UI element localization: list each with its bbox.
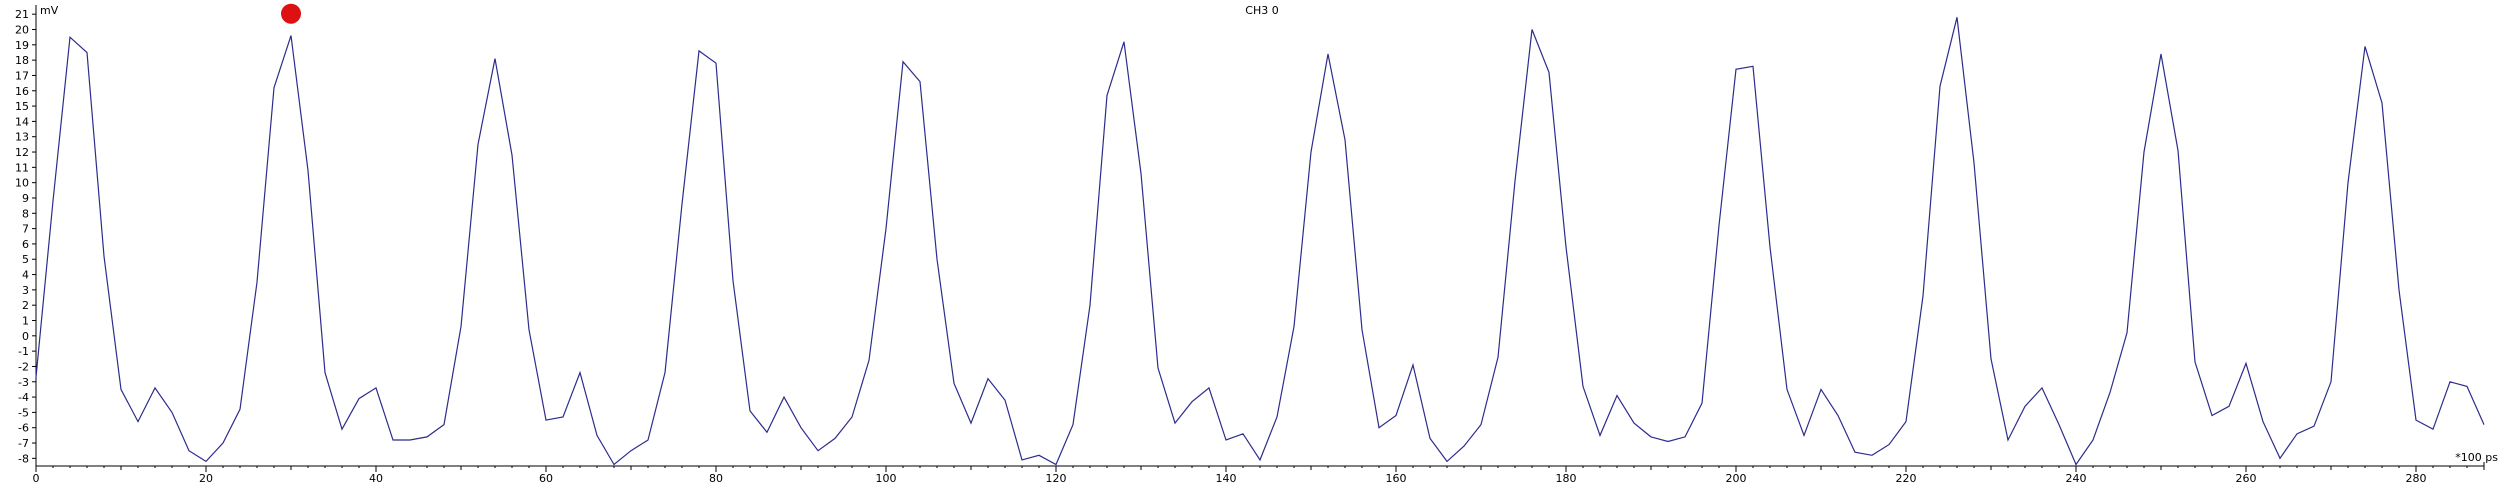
y-tick-label: 2 [22,299,29,312]
x-tick-label: 80 [709,472,723,482]
x-axis-unit: *100 ps [2455,451,2498,464]
x-tick-label: 20 [199,472,213,482]
y-tick-label: 20 [15,24,29,37]
marker-layer [281,3,301,24]
y-tick-label: 10 [15,177,29,190]
y-tick-label: 7 [22,223,29,236]
x-tick-label: 120 [1046,472,1067,482]
chart-title: CH3 0 [1245,4,1278,17]
y-tick-label: 19 [15,39,29,52]
x-tick-label: 280 [2406,472,2427,482]
y-tick-label: 12 [15,146,29,159]
y-tick-label: 18 [15,54,29,67]
x-tick-label: 0 [33,472,40,482]
y-tick-label: 3 [22,284,29,297]
x-tick-label: 260 [2236,472,2257,482]
peak-marker-dot [281,3,301,24]
x-tick-label: 140 [1216,472,1237,482]
x-tick-label: 240 [2066,472,2087,482]
y-tick-label: -5 [18,406,29,419]
y-tick-label: 1 [22,315,29,328]
y-tick-label: 9 [22,192,29,205]
y-tick-label: -3 [18,376,29,389]
y-tick-label: 14 [15,115,29,128]
y-tick-label: 11 [15,161,29,174]
y-tick-label: 8 [22,207,29,220]
y-tick-label: 17 [15,69,29,82]
series-line [35,17,2485,466]
series-group [35,17,2485,466]
x-tick-label: 100 [876,472,897,482]
x-tick-label: 160 [1386,472,1407,482]
y-tick-label: 16 [15,85,29,98]
x-tick-label: 180 [1556,472,1577,482]
y-tick-label: 15 [15,100,29,113]
y-axis-ticks: -8-7-6-5-4-3-2-1012345678910111213141516… [15,8,36,465]
axes [35,5,2485,470]
x-axis-ticks: 0 20 40 60 80 100 120 140 160 180 200 220 240 260 280 [33,466,2485,482]
x-tick-label: 60 [539,472,553,482]
y-tick-label: 0 [22,330,29,343]
y-axis-unit: mV [40,4,59,17]
y-tick-label: 5 [22,253,29,266]
y-tick-label: -2 [18,360,29,373]
x-tick-label: 220 [1896,472,1917,482]
x-tick-label: 200 [1726,472,1747,482]
y-tick-label: -1 [18,345,29,358]
y-tick-label: 21 [15,8,29,21]
y-tick-label: -7 [18,437,29,450]
y-tick-label: -6 [18,422,29,435]
x-tick-label: 40 [369,472,383,482]
y-tick-label: 4 [22,269,29,282]
y-tick-label: -8 [18,452,29,465]
y-tick-label: 13 [15,131,29,144]
y-tick-label: 6 [22,238,29,251]
y-tick-label: -4 [18,391,29,404]
